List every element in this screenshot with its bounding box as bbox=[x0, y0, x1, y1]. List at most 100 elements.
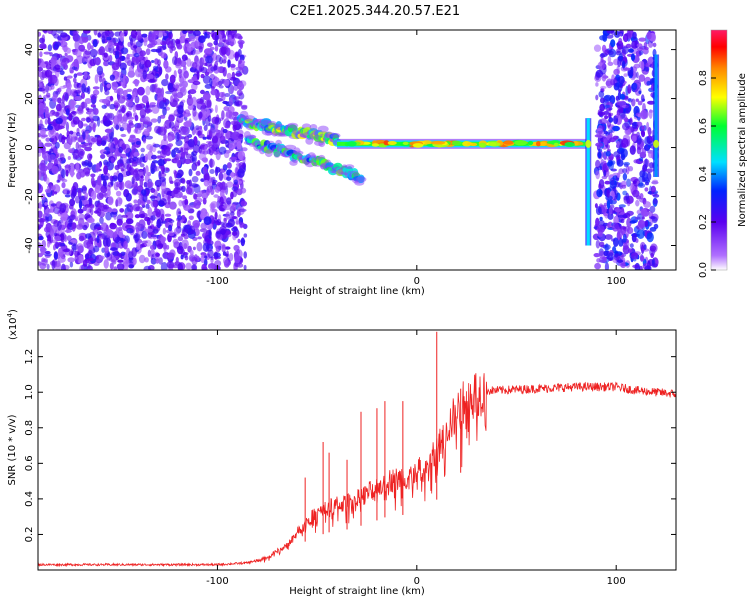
heatmap-cell bbox=[89, 154, 93, 159]
heatmap-cell bbox=[87, 42, 92, 51]
heatmap-cell bbox=[75, 162, 80, 173]
heatmap-cell bbox=[625, 104, 631, 115]
heatmap-cell bbox=[629, 243, 634, 249]
heatmap-cell bbox=[64, 234, 68, 243]
heatmap-cell bbox=[153, 83, 157, 89]
heatmap-cell bbox=[609, 199, 613, 205]
heatmap-cell bbox=[215, 245, 221, 253]
heatmap-cell bbox=[50, 185, 56, 191]
heatmap-cell bbox=[88, 127, 94, 131]
heatmap-cell bbox=[241, 147, 248, 152]
heatmap-cell bbox=[626, 178, 631, 187]
heatmap-cell bbox=[233, 84, 239, 91]
heatmap-cell bbox=[115, 124, 120, 131]
heatmap-cell bbox=[56, 53, 63, 58]
heatmap-cell bbox=[346, 141, 357, 147]
heatmap-cell bbox=[220, 127, 225, 136]
heatmap-cell bbox=[640, 109, 648, 120]
heatmap-cell bbox=[96, 135, 102, 145]
heatmap-cell bbox=[229, 63, 236, 68]
heatmap-cell bbox=[169, 180, 174, 184]
heatmap-cell bbox=[150, 249, 155, 255]
heatmap-cell bbox=[164, 221, 169, 229]
heatmap-cell bbox=[148, 74, 154, 80]
heatmap-cell bbox=[206, 98, 212, 109]
heatmap-cell bbox=[616, 172, 621, 178]
heatmap-cell bbox=[125, 100, 133, 108]
heatmap-cell bbox=[239, 222, 245, 228]
heatmap-cell bbox=[69, 214, 76, 221]
heatmap-cell bbox=[287, 122, 299, 129]
heatmap-cell bbox=[69, 130, 74, 135]
heatmap-cell bbox=[113, 214, 117, 220]
heatmap-cell bbox=[638, 220, 646, 228]
heatmap-cell bbox=[125, 218, 134, 225]
heatmap-cell bbox=[644, 158, 648, 169]
heatmap-cell bbox=[226, 176, 232, 182]
heatmap-cell bbox=[652, 198, 658, 205]
heatmap-cell bbox=[195, 170, 201, 176]
heatmap-cell bbox=[103, 52, 108, 58]
heatmap-cell bbox=[95, 163, 100, 173]
snr-plot-area bbox=[38, 330, 676, 570]
heatmap-cell bbox=[146, 181, 154, 188]
heatmap-cell bbox=[211, 265, 216, 270]
heatmap-cell bbox=[244, 115, 256, 122]
heatmap-cell bbox=[92, 123, 96, 133]
heatmap-cell bbox=[640, 208, 648, 217]
heatmap-cell bbox=[636, 146, 642, 155]
heatmap-cell bbox=[109, 262, 114, 270]
heatmap-cell bbox=[628, 48, 634, 53]
heatmap-cell bbox=[192, 30, 201, 37]
heatmap-cell bbox=[235, 217, 239, 225]
heatmap-cell bbox=[595, 217, 600, 227]
heatmap-cell bbox=[73, 58, 79, 68]
heatmap-cell bbox=[106, 83, 111, 88]
heatmap-cell bbox=[606, 199, 611, 210]
heatmap-cell bbox=[163, 59, 169, 69]
heatmap-cell bbox=[215, 97, 223, 102]
heatmap-cell bbox=[196, 241, 203, 252]
heatmap-cell bbox=[53, 251, 59, 260]
x-tick-label: -100 bbox=[206, 576, 229, 587]
heatmap-cell bbox=[595, 69, 603, 78]
heatmap-cell bbox=[116, 218, 123, 226]
heatmap-cell bbox=[133, 52, 140, 58]
heatmap-cell bbox=[157, 150, 162, 154]
heatmap-cell bbox=[39, 51, 43, 58]
heatmap-cell bbox=[76, 132, 81, 137]
heatmap-cell bbox=[131, 161, 138, 167]
heatmap-cell bbox=[143, 181, 148, 188]
heatmap-cell bbox=[54, 64, 61, 70]
heatmap-cell bbox=[49, 231, 55, 238]
heatmap-cell bbox=[213, 252, 221, 258]
heatmap-cell bbox=[83, 87, 90, 93]
heatmap-cell bbox=[118, 226, 123, 232]
heatmap-cell bbox=[76, 108, 84, 115]
heatmap-cell bbox=[165, 73, 169, 80]
heatmap-cell bbox=[106, 42, 115, 49]
heatmap-cell bbox=[626, 210, 634, 216]
heatmap-cell bbox=[219, 196, 224, 206]
heatmap-cell bbox=[402, 141, 409, 145]
heatmap-cell bbox=[188, 215, 194, 221]
heatmap-cell bbox=[200, 67, 208, 74]
heatmap-cell bbox=[96, 116, 101, 127]
heatmap-cell bbox=[637, 183, 646, 188]
heatmap-cell bbox=[239, 54, 245, 62]
heatmap-cell bbox=[199, 111, 203, 119]
heatmap-cell bbox=[621, 46, 630, 54]
heatmap-cell bbox=[213, 63, 217, 70]
heatmap-cell bbox=[215, 132, 223, 139]
heatmap-cell bbox=[84, 204, 91, 208]
heatmap-cell bbox=[38, 31, 42, 37]
heatmap-cell bbox=[606, 30, 615, 34]
heatmap-cell bbox=[117, 37, 121, 44]
heatmap-cell bbox=[652, 179, 658, 183]
heatmap-cell bbox=[230, 85, 234, 94]
heatmap-cell bbox=[167, 252, 175, 260]
heatmap-cell bbox=[206, 109, 211, 117]
heatmap-cell bbox=[139, 213, 145, 219]
heatmap-cell bbox=[154, 206, 158, 213]
heatmap-cell bbox=[152, 30, 160, 38]
